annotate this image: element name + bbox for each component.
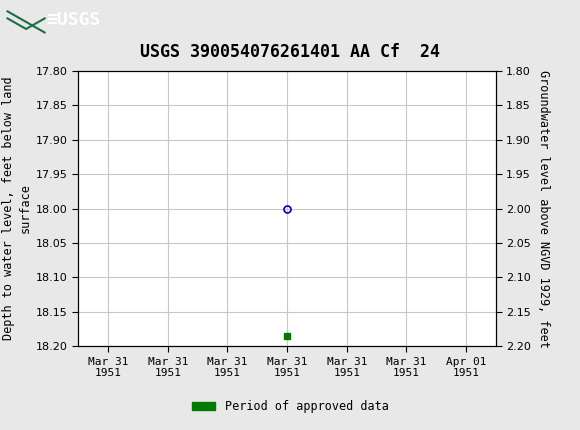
Text: ≡USGS: ≡USGS (46, 12, 101, 29)
Y-axis label: Depth to water level, feet below land
surface: Depth to water level, feet below land su… (2, 77, 32, 341)
Legend: Period of approved data: Period of approved data (187, 395, 393, 418)
Y-axis label: Groundwater level above NGVD 1929, feet: Groundwater level above NGVD 1929, feet (536, 70, 550, 347)
Text: USGS 390054076261401 AA Cf  24: USGS 390054076261401 AA Cf 24 (140, 43, 440, 61)
